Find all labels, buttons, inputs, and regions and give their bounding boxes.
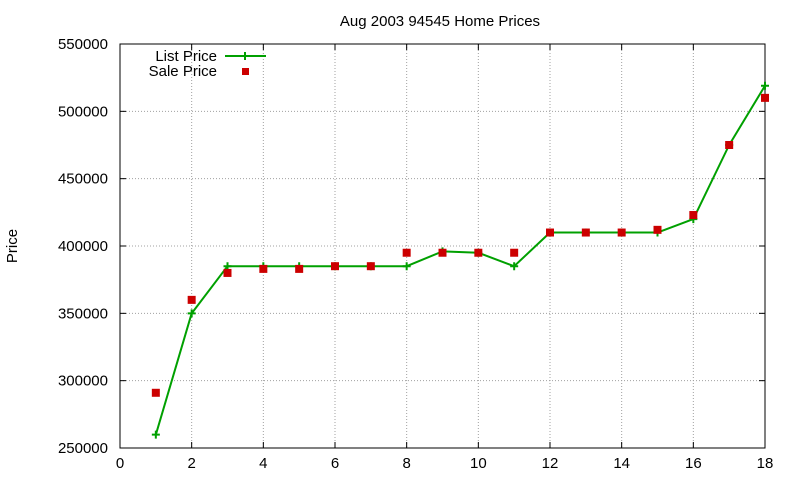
sale-price-point — [295, 264, 304, 273]
sale-price-point — [331, 262, 339, 271]
sale-price-point — [187, 295, 196, 304]
sale-price-point — [689, 211, 698, 220]
x-tick-label: 0 — [116, 455, 124, 472]
y-tick-label: 300000 — [58, 373, 108, 390]
list-price-point — [187, 309, 196, 318]
sale-price-point — [510, 248, 519, 257]
list-price-point — [223, 262, 232, 271]
list-price-point — [761, 81, 769, 90]
sale-price-point — [259, 264, 268, 273]
sale-price-point — [366, 262, 375, 271]
y-tick-label: 500000 — [58, 103, 108, 120]
list-price-point — [402, 262, 411, 271]
x-tick-label: 18 — [757, 455, 774, 472]
sale-price-point — [653, 225, 662, 234]
sale-price-point — [581, 228, 590, 237]
x-tick-label: 6 — [331, 455, 339, 472]
y-tick-label: 350000 — [58, 305, 108, 322]
sale-price-point — [223, 268, 232, 277]
sale-price-point — [546, 228, 554, 237]
x-tick-label: 16 — [685, 455, 702, 472]
x-tick-label: 14 — [613, 455, 630, 472]
list-price-line — [154, 85, 766, 435]
grid-layer — [120, 44, 765, 448]
series-layer — [151, 81, 769, 439]
sale-price-point — [725, 141, 734, 149]
legend-label-list-price: List Price — [155, 48, 217, 65]
chart-title: Aug 2003 94545 Home Prices — [340, 13, 540, 30]
y-tick-label: 550000 — [58, 36, 108, 53]
sale-price-point — [438, 248, 447, 257]
list-price-point — [151, 430, 160, 439]
sale-price-point — [761, 93, 769, 102]
sale-price-point — [474, 248, 483, 257]
legend-marker-list-price — [241, 52, 249, 60]
y-tick-label: 250000 — [58, 440, 108, 457]
y-tick-label: 400000 — [58, 238, 108, 255]
x-tick-label: 2 — [187, 455, 195, 472]
x-tick-label: 10 — [470, 455, 487, 472]
sale-price-point — [617, 228, 626, 237]
ticks-layer: 0 2 4 6 8 10 12 14 16 18 250000 300000 350000 400000 4… — [58, 36, 773, 472]
legend: List Price Sale Price — [149, 48, 266, 80]
legend-marker-sale-price — [242, 68, 249, 75]
list-price-point — [510, 262, 519, 271]
legend-label-sale-price: Sale Price — [149, 63, 217, 80]
x-tick-label: 4 — [259, 455, 267, 472]
sale-price-point — [402, 248, 411, 257]
x-tick-label: 8 — [402, 455, 410, 472]
sale-price-point — [151, 388, 160, 397]
y-axis-label: Price — [4, 229, 21, 263]
y-tick-label: 450000 — [58, 171, 108, 188]
x-tick-label: 12 — [542, 455, 559, 472]
